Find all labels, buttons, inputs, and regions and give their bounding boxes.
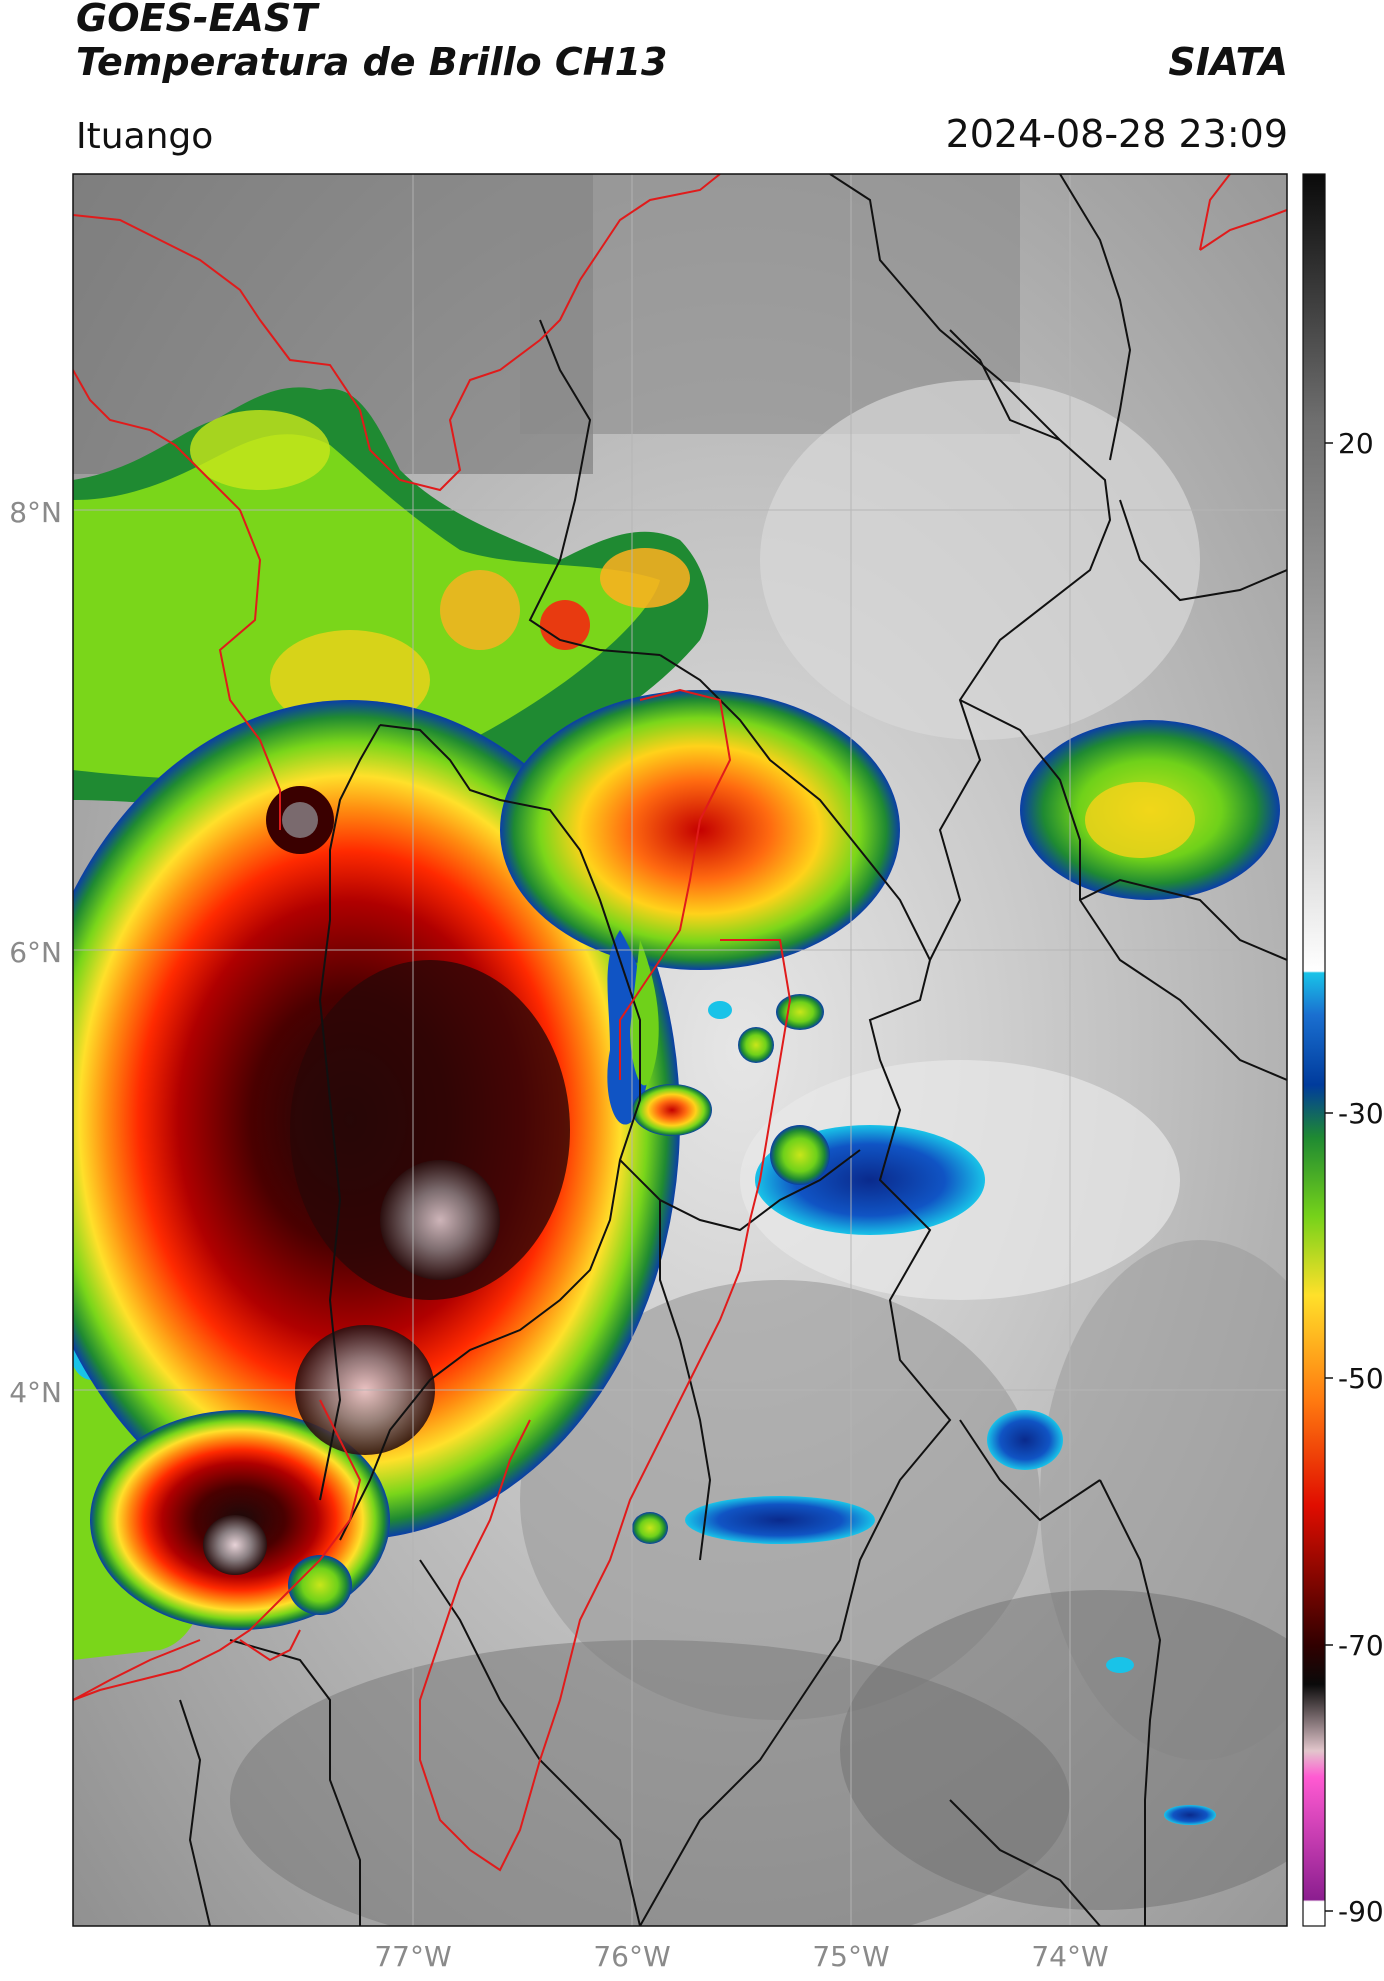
colorbar-tick-20: 20 [1338, 427, 1374, 460]
lat-label-8n: 8°N [9, 496, 62, 529]
admin-boundaries [179, 174, 1287, 1926]
colorbar-tick-minus30: -30 [1338, 1097, 1384, 1130]
colorbar-scale [1302, 173, 1326, 1927]
region-label: Ituango [76, 116, 214, 157]
region-boundaries [73, 174, 1287, 1872]
colorbar-tick-minus50: -50 [1338, 1362, 1384, 1395]
timestamp-label: 2024-08-28 23:09 [945, 112, 1288, 156]
product-title: Temperatura de Brillo CH13 [76, 40, 668, 84]
satellite-title: GOES-EAST [76, 0, 318, 40]
brand-label: SIATA [1168, 40, 1288, 84]
lat-label-6n: 6°N [9, 936, 62, 969]
lon-label-75w: 75°W [812, 1940, 889, 1973]
colorbar-tick-minus90: -90 [1338, 1895, 1384, 1928]
lat-label-4n: 4°N [9, 1376, 62, 1409]
graticule [73, 174, 1287, 1926]
imagery [73, 174, 1287, 1926]
colorbar: 20 -30 -50 -70 -90 [1302, 173, 1384, 1928]
lon-label-76w: 76°W [593, 1940, 670, 1973]
colorbar-tick-minus70: -70 [1338, 1629, 1384, 1662]
map-frame [72, 173, 1288, 1927]
lon-label-77w: 77°W [374, 1940, 451, 1973]
lon-label-74w: 74°W [1031, 1940, 1108, 1973]
